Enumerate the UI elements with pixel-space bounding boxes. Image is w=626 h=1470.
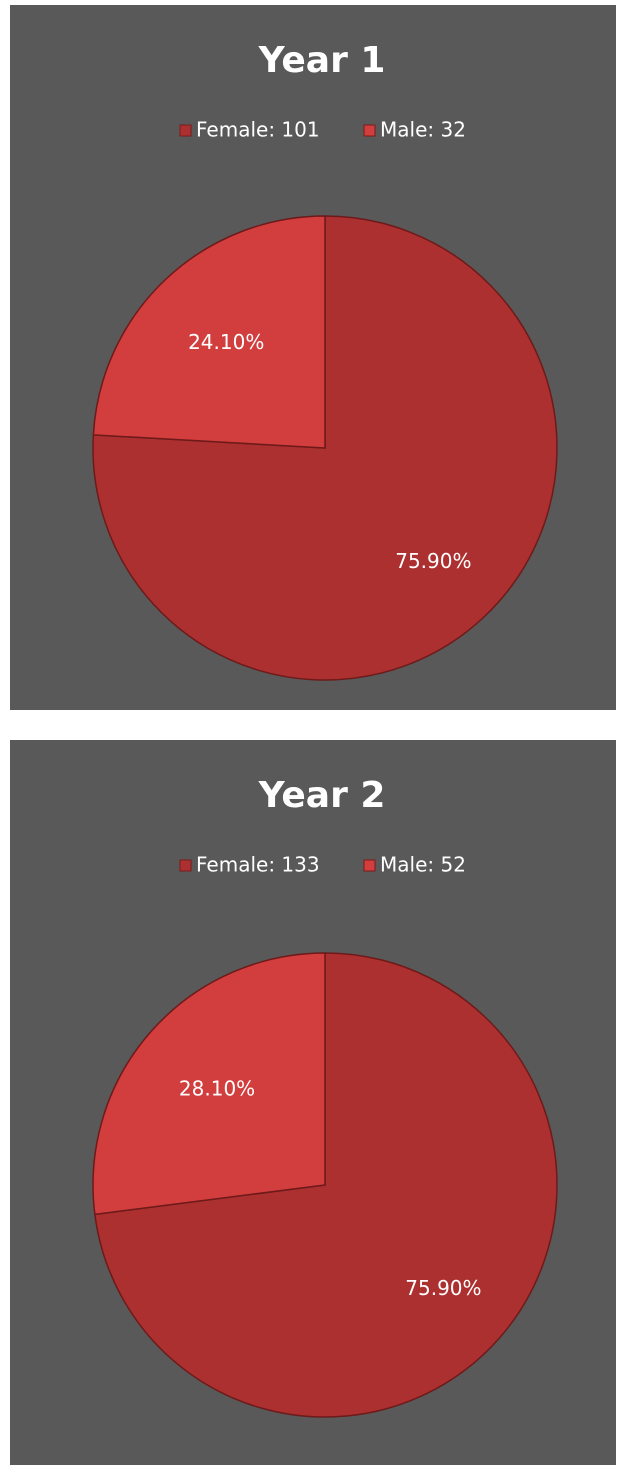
pie-slice <box>92 952 326 1216</box>
chart-title: Year 2 <box>258 775 386 816</box>
slice-label: 75.90% <box>405 1276 481 1300</box>
legend-swatch <box>179 859 192 872</box>
legend-label: Male: 52 <box>380 853 466 877</box>
chart-title: Year 1 <box>258 40 386 81</box>
slice-label: 28.10% <box>179 1076 255 1100</box>
legend-label: Male: 32 <box>380 118 466 142</box>
legend-swatch <box>363 124 376 137</box>
legend-swatch <box>363 859 376 872</box>
slice-label: 75.90% <box>395 549 471 573</box>
legend-label: Female: 101 <box>196 118 320 142</box>
legend-swatch <box>179 124 192 137</box>
legend-label: Female: 133 <box>196 853 320 877</box>
slice-label: 24.10% <box>188 330 264 354</box>
pie-slice <box>94 952 558 1418</box>
pie-slice <box>92 215 326 449</box>
